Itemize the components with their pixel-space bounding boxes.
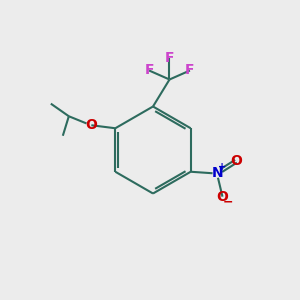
Text: +: +	[218, 162, 226, 172]
Text: O: O	[231, 154, 242, 168]
Text: N: N	[211, 166, 223, 180]
Text: O: O	[217, 190, 228, 204]
Text: F: F	[144, 64, 154, 77]
Text: F: F	[185, 64, 195, 77]
Text: O: O	[85, 118, 97, 132]
Text: F: F	[165, 51, 174, 65]
Text: −: −	[223, 196, 233, 209]
